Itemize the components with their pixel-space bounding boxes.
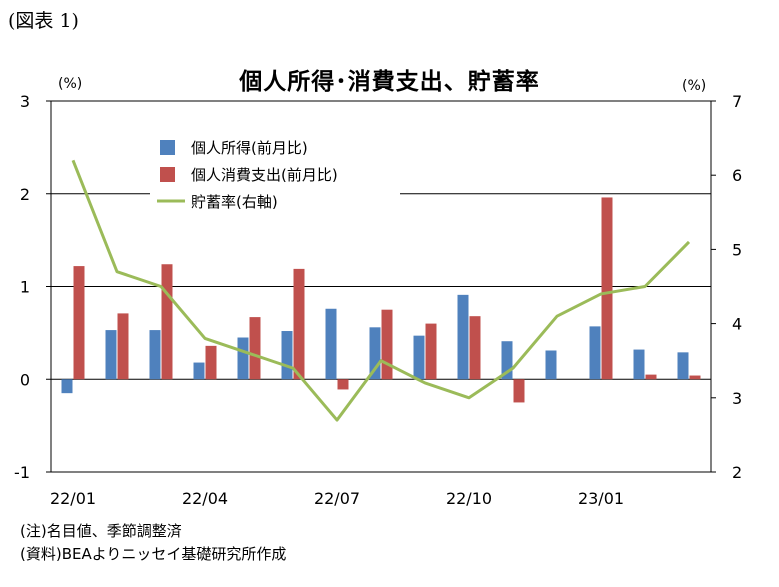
chart-title: 個人所得･消費支出、貯蓄率 [239, 69, 540, 95]
axes: -1 0 1 2 3 2 3 4 5 6 7 22/01 22/04 22/07 22/10 23/01 [14, 92, 742, 508]
savings-rate-line [71, 159, 691, 422]
income-bar [501, 341, 513, 380]
income-bar [237, 337, 249, 380]
x-tick-label: 22/07 [314, 489, 360, 508]
x-tick-label: 23/01 [578, 489, 624, 508]
left-tick-label: -1 [14, 463, 30, 482]
source-text: (資料)BEAよりニッセイ基礎研究所作成 [20, 545, 287, 563]
income-bar [369, 327, 381, 380]
right-axis-unit: (%) [682, 78, 707, 94]
note-text: (注)名目値、季節調整済 [20, 522, 182, 540]
right-tick-label: 6 [732, 166, 742, 185]
income-bar [545, 350, 557, 380]
left-axis-unit: (%) [58, 76, 83, 92]
left-tick-label: 3 [20, 92, 30, 111]
legend-label: 貯蓄率(右軸) [191, 193, 278, 211]
income-bar [193, 362, 205, 380]
legend: 個人所得(前月比) 個人消費支出(前月比) 貯蓄率(右軸) [150, 128, 400, 212]
consumption-bar [249, 317, 261, 380]
income-bar [105, 330, 117, 380]
legend-label: 個人所得(前月比) [191, 139, 308, 157]
x-tick-label: 22/04 [182, 489, 228, 508]
right-tick-label: 3 [732, 389, 742, 408]
bars [61, 197, 701, 403]
right-tick-label: 5 [732, 240, 742, 259]
consumption-bar [337, 379, 349, 390]
consumption-bar [381, 309, 393, 380]
legend-label: 個人消費支出(前月比) [191, 166, 338, 184]
consumption-bar [601, 197, 613, 380]
consumption-bar [689, 375, 701, 380]
right-tick-label: 2 [732, 463, 742, 482]
income-bar [413, 335, 425, 380]
income-bar [325, 308, 337, 380]
consumption-bar [645, 374, 657, 380]
consumption-bar [425, 323, 437, 380]
income-bar [281, 331, 293, 380]
consumption-bar [205, 345, 217, 380]
consumption-bar [73, 266, 85, 380]
income-bar [149, 330, 161, 380]
right-tick-label: 7 [732, 92, 742, 111]
legend-swatch [160, 167, 175, 182]
left-tick-label: 2 [20, 185, 30, 204]
income-bar [457, 294, 469, 380]
left-tick-label: 1 [20, 278, 30, 297]
right-tick-label: 4 [732, 315, 742, 334]
consumption-bar [513, 379, 525, 403]
left-tick-label: 0 [20, 370, 30, 389]
income-bar [589, 326, 601, 380]
figure-label: (図表 1) [8, 10, 79, 32]
legend-swatch [160, 140, 175, 155]
income-bar [61, 379, 73, 394]
savings-rate-polyline [71, 159, 691, 422]
consumption-bar [293, 268, 305, 380]
x-tick-label: 22/10 [446, 489, 492, 508]
consumption-bar [161, 264, 173, 380]
consumption-bar [469, 316, 481, 380]
income-bar [677, 352, 689, 380]
consumption-bar [117, 313, 129, 380]
legend-background [150, 128, 400, 212]
income-bar [633, 349, 645, 380]
x-tick-label: 22/01 [50, 489, 96, 508]
